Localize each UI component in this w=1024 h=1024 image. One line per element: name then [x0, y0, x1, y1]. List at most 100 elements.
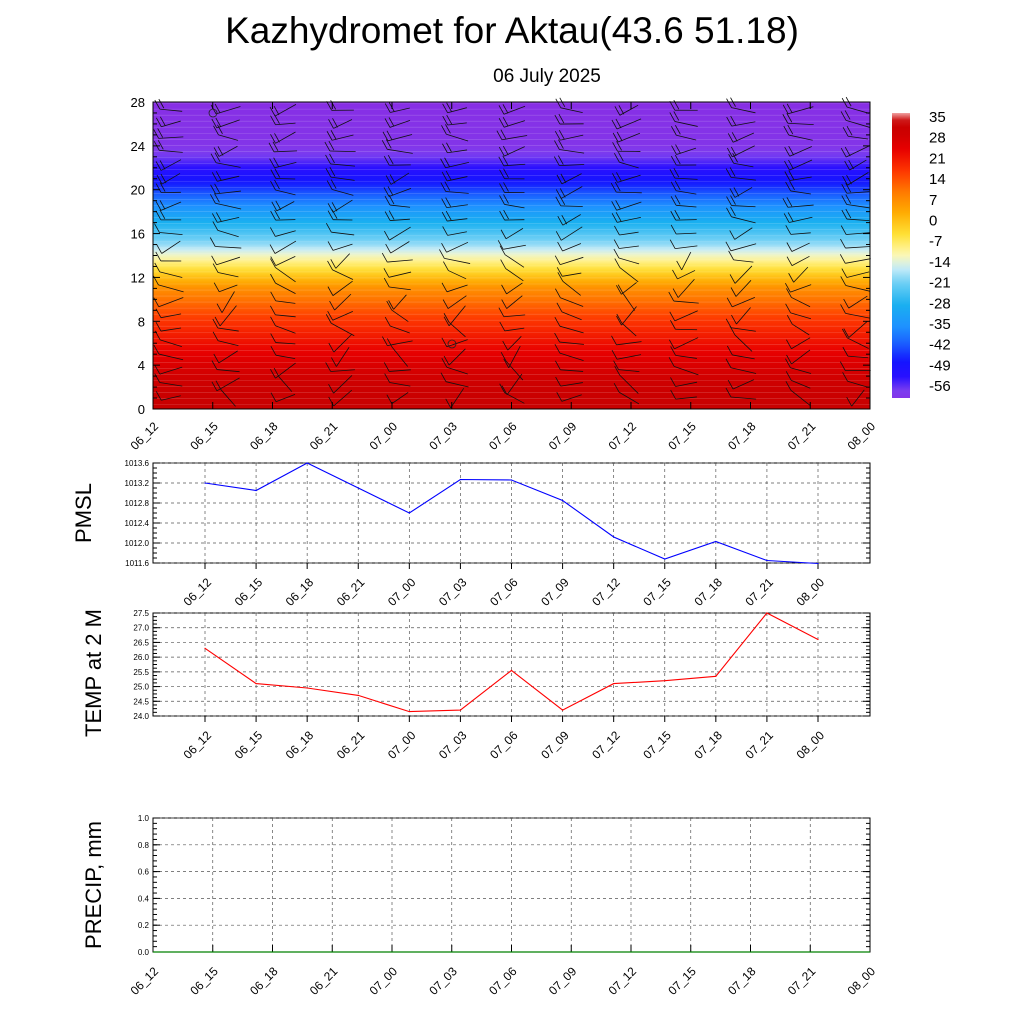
wind-barb: [276, 201, 295, 212]
wind-barb-feather: [787, 124, 794, 135]
wind-barb: [390, 218, 410, 221]
wind-barb-feather: [674, 180, 681, 190]
wind-barb-feather: [155, 391, 162, 401]
wind-barb-feather: [670, 224, 677, 235]
x-tick-label: 06_21: [307, 964, 341, 998]
colorbar-label: 14: [929, 171, 946, 188]
wind-barb: [504, 327, 525, 332]
wind-barb-feather: [613, 383, 620, 393]
x-tick-label: 07_12: [589, 728, 623, 762]
x-tick-label: 08_00: [794, 728, 828, 762]
y-tick-label: 0.4: [138, 894, 150, 903]
x-tick-label: 07_06: [487, 575, 521, 609]
wind-barb-feather: [331, 202, 338, 212]
wind-barb-feather: [673, 111, 680, 121]
wind-barb-feather: [501, 284, 507, 295]
wind-barb-feather: [214, 152, 221, 162]
wind-barb: [621, 282, 637, 295]
wind-barb-feather: [616, 141, 622, 151]
wind-barb-feather: [270, 333, 277, 343]
wind-barb: [846, 191, 870, 194]
wind-barb: [560, 382, 583, 387]
wind-barb-feather: [217, 124, 223, 135]
wind-barb: [275, 300, 296, 304]
wind-barb-feather: [270, 134, 276, 144]
wind-barb: [275, 325, 296, 334]
wind-barb: [732, 379, 755, 390]
wind-barb: [216, 256, 241, 266]
wind-barb: [215, 190, 241, 195]
wind-barb: [330, 369, 355, 372]
wind-barb-feather: [155, 321, 162, 332]
wind-barb-feather: [668, 291, 675, 302]
wind-barb-feather: [846, 126, 853, 136]
y-axis-label: TEMP at 2 M: [81, 609, 106, 737]
wind-barb-feather: [729, 188, 736, 198]
wind-barb-feather: [673, 167, 680, 178]
wind-barb-feather: [556, 174, 563, 185]
wind-barb: [675, 381, 698, 387]
wind-barb: [389, 369, 411, 372]
wind-barb-feather: [211, 213, 218, 223]
wind-barb-feather: [441, 171, 448, 182]
heatmap-x-tick-label: 07_09: [546, 419, 580, 453]
x-tick-label: 06_21: [334, 728, 368, 762]
wind-barb: [677, 270, 696, 280]
wind-barb-feather: [158, 98, 165, 109]
wind-barb: [387, 259, 413, 263]
wind-barb-feather: [384, 211, 391, 221]
wind-barb: [561, 311, 582, 321]
wind-barb: [673, 365, 699, 376]
wind-barb: [503, 314, 526, 318]
wind-barb-feather: [558, 139, 564, 149]
wind-barb: [388, 271, 412, 278]
wind-barb-feather: [154, 364, 161, 375]
wind-barb: [845, 246, 871, 249]
wind-barb-feather: [325, 167, 332, 178]
wind-barb: [448, 348, 466, 366]
chart-title: Kazhydromet for Aktau(43.6 51.18): [225, 10, 799, 51]
x-tick-label: 07_06: [486, 964, 520, 998]
x-tick-label: 07_18: [691, 728, 725, 762]
wind-barb: [791, 349, 811, 365]
wind-barb-feather: [672, 288, 679, 298]
wind-barb: [391, 392, 409, 404]
wind-barb: [446, 284, 468, 293]
wind-barb: [505, 228, 524, 240]
wind-barb: [846, 232, 870, 235]
wind-barb-feather: [217, 146, 224, 156]
wind-barb-feather: [383, 268, 390, 278]
wind-barb: [734, 334, 753, 352]
data-point: [510, 479, 513, 481]
x-tick-label: 06_12: [181, 728, 215, 762]
wind-barb: [848, 295, 868, 309]
wind-barb-feather: [325, 314, 332, 324]
wind-barb: [790, 367, 812, 374]
heatmap-y-tick-label: 24: [131, 139, 145, 154]
wind-barb-feather: [842, 346, 849, 357]
wind-barb: [450, 387, 465, 409]
x-tick-label: 07_09: [538, 728, 572, 762]
wind-barb-feather: [216, 303, 223, 313]
wind-barb: [730, 243, 757, 252]
heatmap-x-tick-label: 07_06: [486, 419, 520, 453]
wind-barb-feather: [675, 144, 681, 154]
wind-barb-feather: [668, 357, 675, 367]
wind-barb-feather: [728, 250, 734, 261]
x-tick-label: 06_18: [247, 964, 281, 998]
wind-barb-feather: [669, 339, 675, 350]
data-point: [459, 709, 462, 711]
wind-barb-feather: [733, 187, 740, 197]
x-tick-label: 07_03: [436, 728, 470, 762]
wind-barb-feather: [441, 198, 447, 208]
wind-barb-feather: [557, 155, 564, 165]
wind-barb-feather: [270, 273, 276, 284]
wind-barb: [275, 314, 296, 318]
wind-barb-feather: [273, 157, 279, 167]
x-tick-label: 07_00: [385, 575, 419, 609]
wind-barb: [278, 376, 293, 392]
wind-barb: [334, 293, 352, 311]
wind-barb: [333, 334, 352, 353]
wind-barb-feather: [725, 387, 732, 398]
y-tick-label: 0.2: [138, 921, 150, 930]
